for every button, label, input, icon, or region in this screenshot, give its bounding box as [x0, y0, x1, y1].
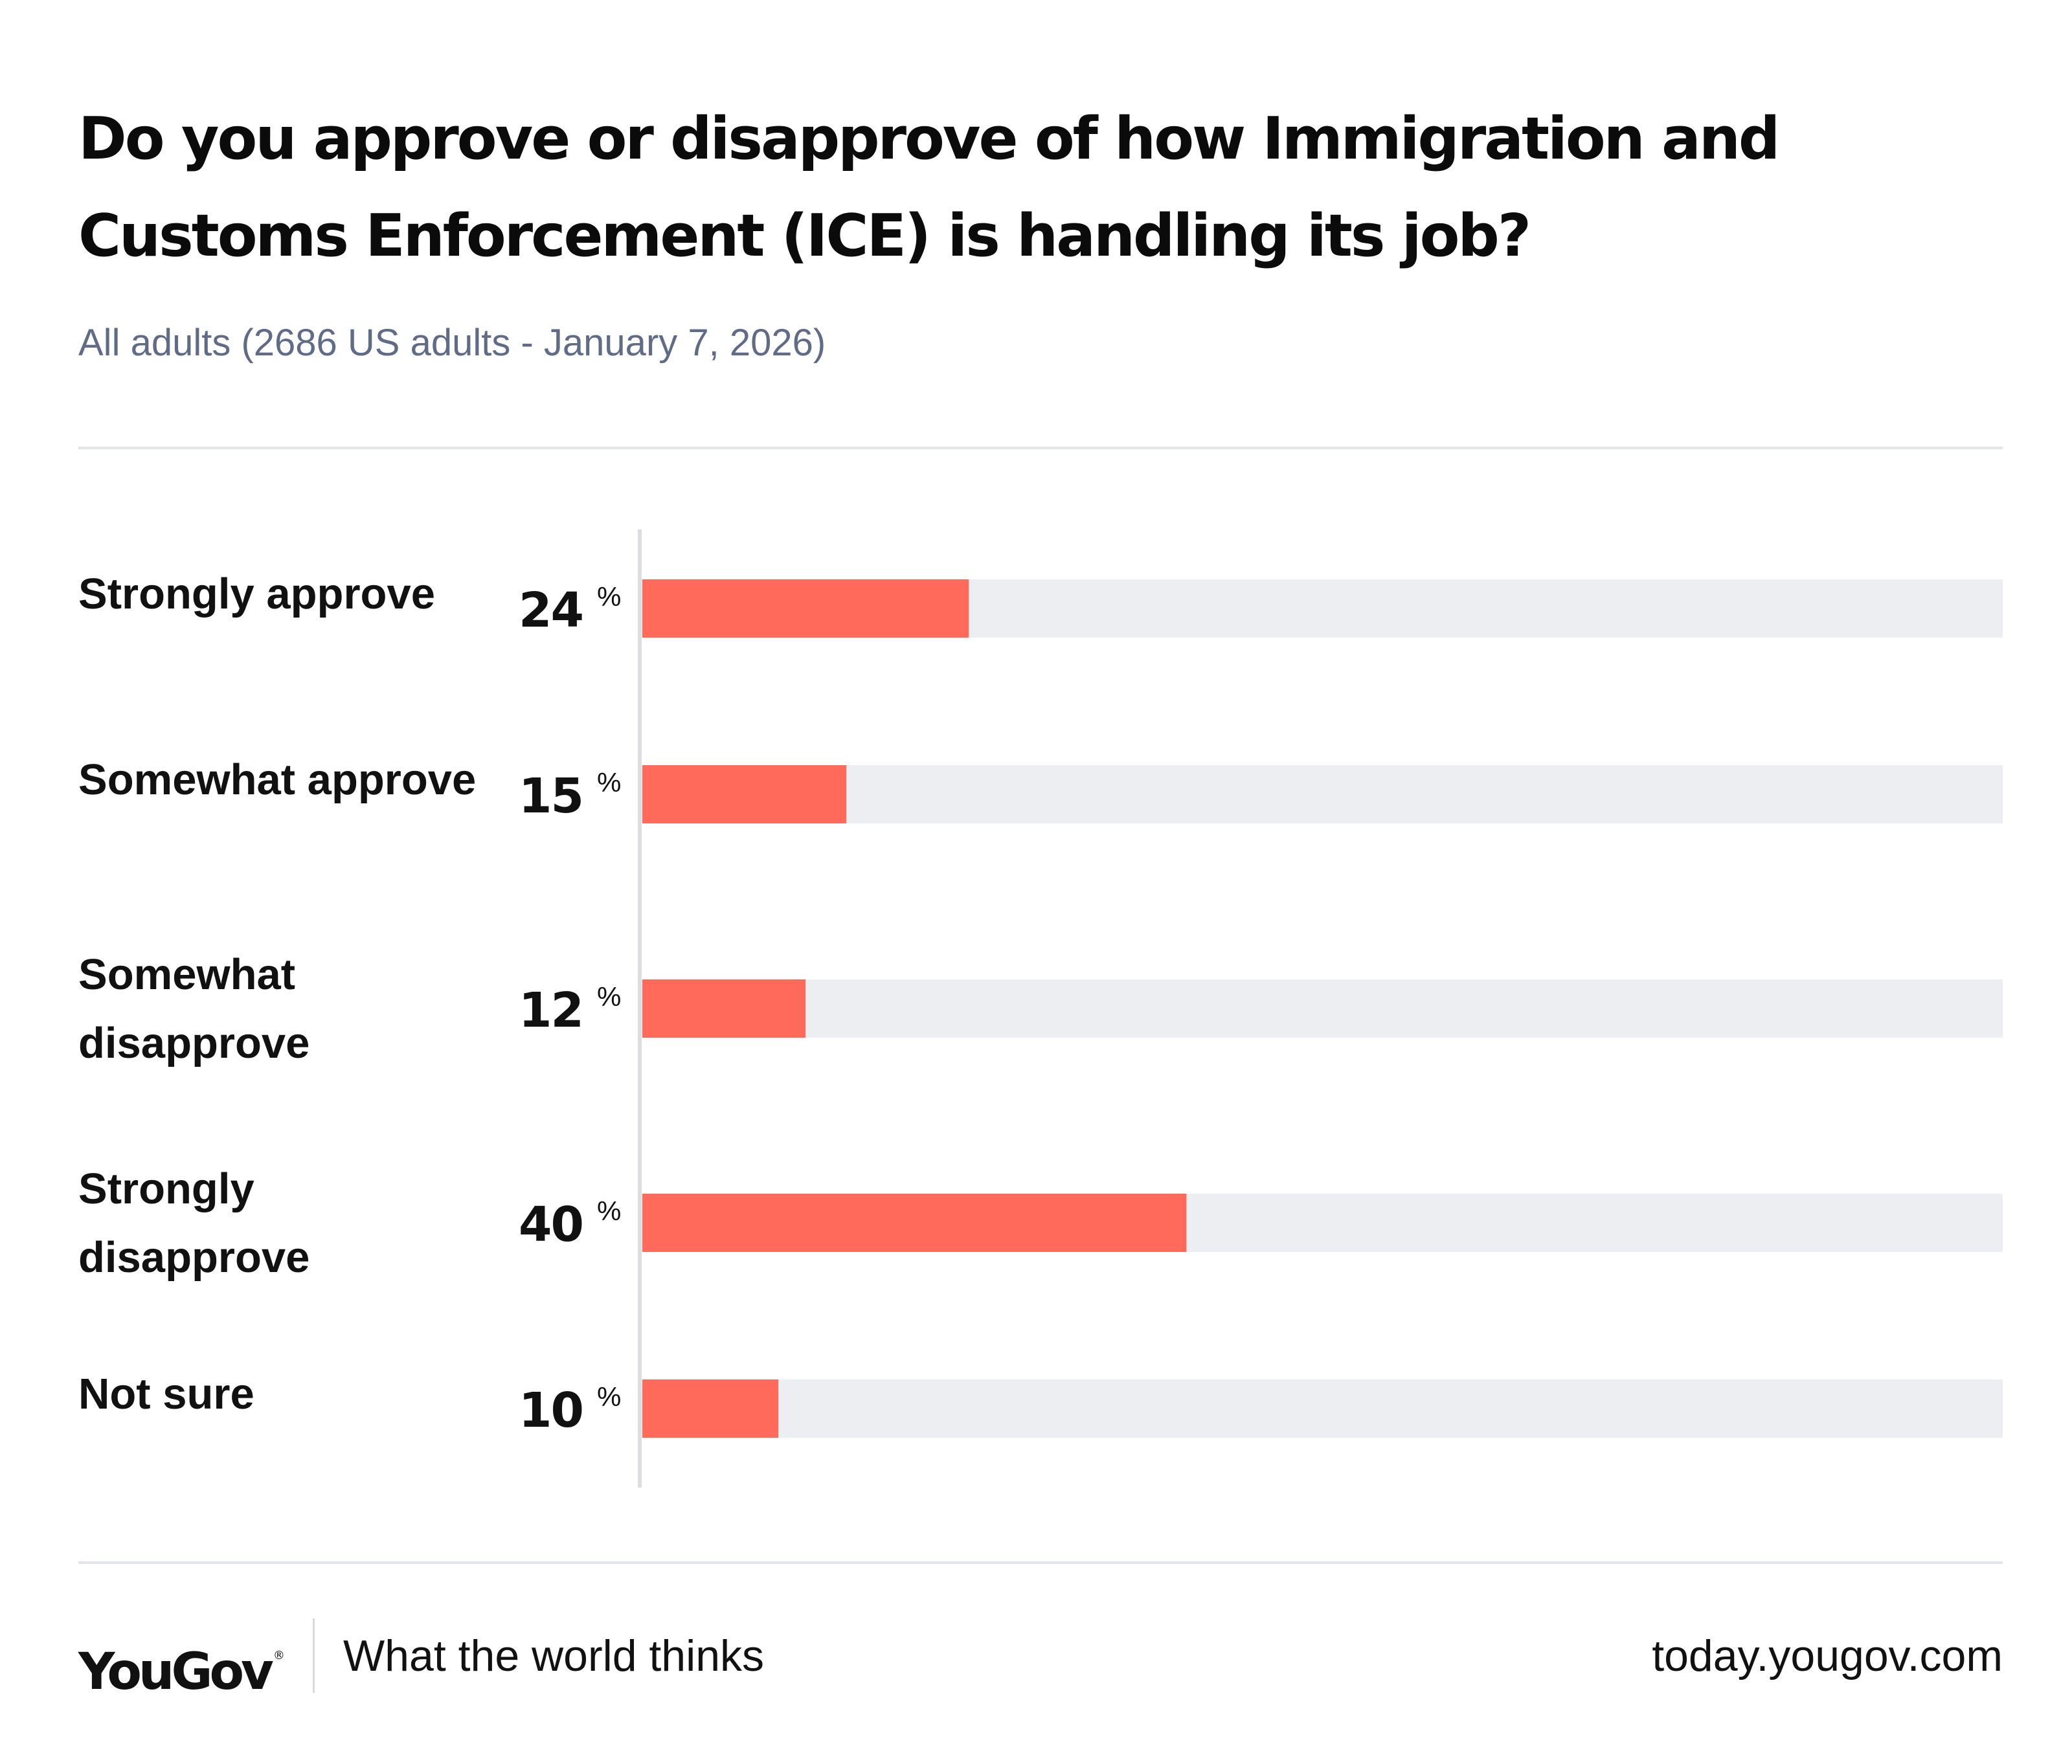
bar[interactable]: [642, 979, 806, 1038]
percent-sign: %: [597, 1196, 621, 1226]
logo-text: YouGov: [78, 1643, 274, 1701]
percent-sign: %: [597, 581, 621, 612]
value-label: 40: [519, 1197, 583, 1253]
value-label: 15: [519, 768, 583, 824]
value-label: 10: [519, 1383, 583, 1438]
value-label: 24: [519, 583, 583, 638]
bar[interactable]: [642, 1194, 1187, 1252]
percent-sign: %: [597, 1381, 621, 1412]
chart-title: Do you approve or disapprove of how Immi…: [78, 105, 1780, 270]
top-divider: [78, 447, 2003, 449]
registered-mark: ®: [273, 1649, 285, 1662]
yougov-logo[interactable]: YouGov ®: [78, 1624, 285, 1704]
bar[interactable]: [642, 1379, 779, 1438]
category-label: Strongly disapprove: [78, 1165, 310, 1282]
percent-sign: %: [597, 767, 621, 798]
category-label: Somewhat approve: [78, 755, 476, 804]
footer-url-link[interactable]: today.yougov.com: [1652, 1631, 2003, 1680]
footer-divider: [313, 1618, 315, 1693]
y-axis-line: [638, 530, 642, 1488]
bar-track: [642, 765, 2003, 823]
category-label: Not sure: [78, 1370, 254, 1418]
category-label: Somewhat disapprove: [78, 950, 310, 1067]
percent-sign: %: [597, 981, 621, 1012]
chart-subtitle: All adults (2686 US adults - January 7, …: [78, 322, 826, 364]
footer-tagline: What the world thinks: [343, 1631, 765, 1680]
category-label: Strongly approve: [78, 570, 435, 618]
bar-track: [642, 1379, 2003, 1438]
bar[interactable]: [642, 765, 847, 823]
value-label: 12: [519, 983, 583, 1038]
bar-track: [642, 979, 2003, 1038]
bottom-divider: [78, 1561, 2003, 1564]
bar[interactable]: [642, 579, 969, 638]
